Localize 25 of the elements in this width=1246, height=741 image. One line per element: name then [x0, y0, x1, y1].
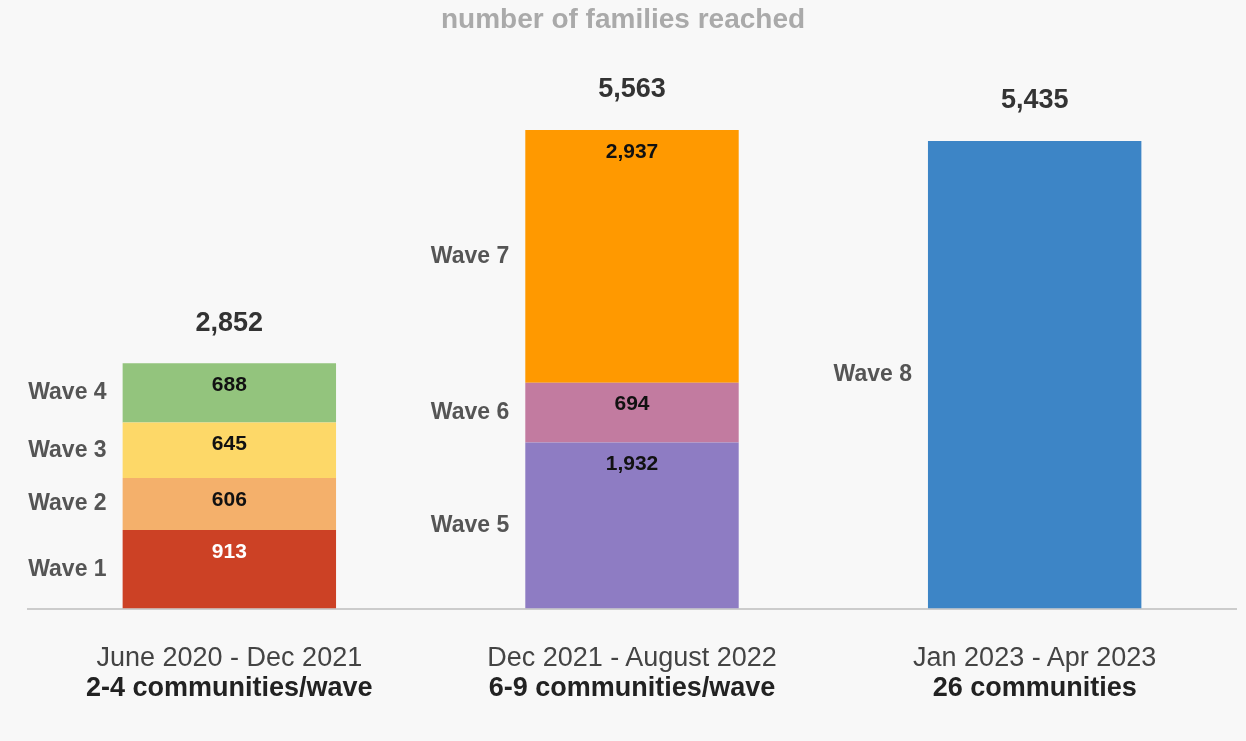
- series-label: Wave 2: [28, 489, 107, 516]
- x-tick-label: Jan 2023 - Apr 2023: [913, 642, 1157, 673]
- series-label: Wave 3: [28, 435, 107, 462]
- text: 6-9 communities/wave: [488, 672, 776, 703]
- series-label: Wave 5: [430, 510, 510, 537]
- data-label: 694: [614, 391, 650, 415]
- series-label: Wave 1: [28, 554, 107, 581]
- x-tick-label: June 2020 - Dec 2021: [96, 642, 363, 673]
- total-label: 5,563: [598, 73, 666, 104]
- data-label: 913: [211, 538, 247, 562]
- chart-title: number of families reached: [440, 2, 806, 34]
- text: 2-4 communities/wave: [86, 672, 373, 703]
- text: 26 communities: [932, 672, 1137, 703]
- data-label: 688: [211, 372, 248, 396]
- series-label: Wave 4: [28, 378, 107, 405]
- total-label: 5,435: [1000, 84, 1069, 115]
- series-label: Wave 7: [430, 241, 510, 268]
- series-label: Wave 8: [833, 360, 913, 387]
- data-label: 606: [211, 486, 247, 510]
- data-label: 645: [211, 431, 248, 455]
- series-label: Wave 6: [430, 397, 510, 424]
- total-label: 2,852: [195, 306, 264, 337]
- data-label: 2,937: [605, 138, 659, 162]
- data-label: 1,932: [605, 451, 659, 475]
- x-tick-label: Dec 2021 - August 2022: [487, 642, 777, 673]
